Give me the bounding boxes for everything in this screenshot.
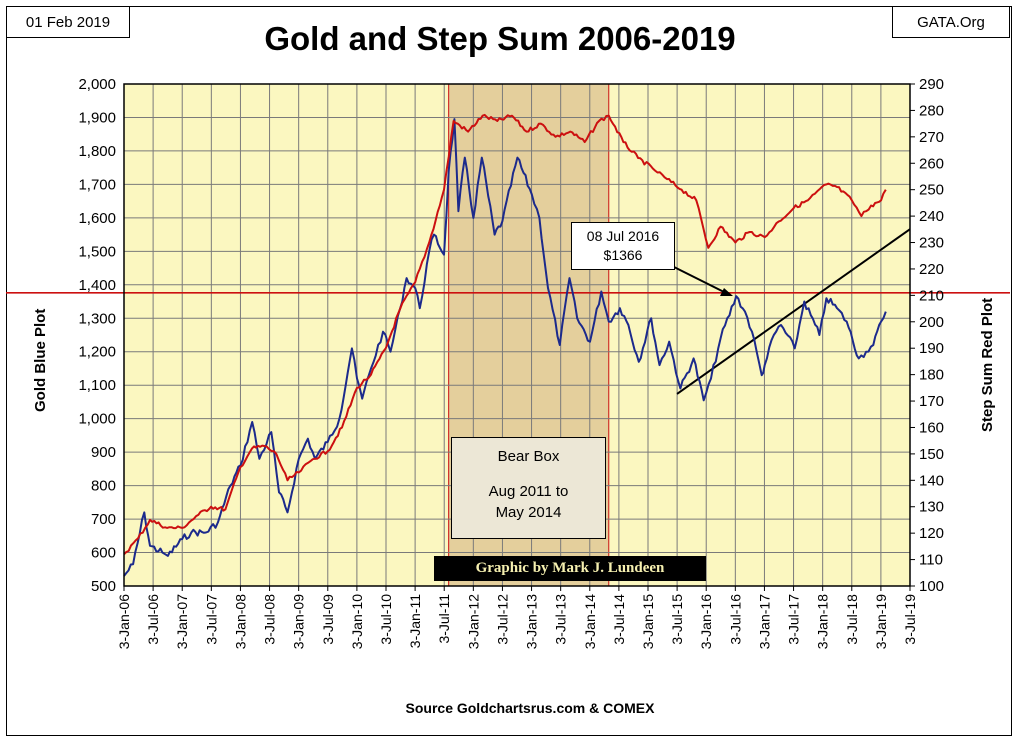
- x-tick-label: 3-Jul-07: [203, 594, 219, 645]
- x-tick-label: 3-Jan-10: [349, 594, 365, 649]
- y-tick-label-left: 1,200: [78, 344, 116, 361]
- y-tick-label-left: 1,800: [78, 143, 116, 160]
- y-tick-label-right: 250: [919, 182, 944, 199]
- y-tick-label-right: 200: [919, 314, 944, 331]
- x-tick-label: 3-Jul-08: [262, 594, 278, 645]
- y-tick-label-left: 700: [91, 511, 116, 528]
- y-tick-label-right: 190: [919, 340, 944, 357]
- callout-price: $1366: [603, 247, 643, 263]
- x-tick-label: 3-Jan-11: [407, 594, 423, 648]
- y-tick-label-right: 240: [919, 208, 944, 225]
- y-tick-label-left: 1,100: [78, 377, 116, 394]
- y-tick-label-right: 150: [919, 446, 944, 463]
- y-tick-label-left: 1,400: [78, 277, 116, 294]
- y-tick-label-right: 280: [919, 102, 944, 119]
- axis-ticks: 500 600 700 800 900 1,000 1,100 1,200 1,300 1,400…: [78, 76, 944, 649]
- x-tick-label: 3-Jul-10: [378, 594, 394, 645]
- x-tick-label: 3-Jan-09: [291, 594, 307, 649]
- callout-arrowhead: [720, 288, 733, 296]
- grid-lines: [123, 83, 911, 587]
- series-layer: [123, 113, 887, 577]
- series-line-step-sum: [123, 113, 887, 556]
- y-tick-label-left: 900: [91, 444, 116, 461]
- bear-box-label: Bear Box Aug 2011 to May 2014: [451, 437, 606, 539]
- x-tick-label: 3-Jul-12: [494, 594, 510, 645]
- x-tick-label: 3-Jan-14: [582, 594, 598, 649]
- y-axis-label-left: Gold Blue Plot: [32, 308, 49, 412]
- x-tick-label: 3-Jan-16: [698, 594, 714, 649]
- x-tick-label: 3-Jan-08: [232, 594, 248, 649]
- x-tick-label: 3-Jul-19: [902, 594, 918, 645]
- bear-box-range: Aug 2011 to May 2014: [488, 483, 569, 521]
- x-tick-label: 3-Jul-17: [786, 594, 802, 645]
- y-tick-label-right: 110: [919, 552, 943, 569]
- x-tick-label: 3-Jan-12: [465, 594, 481, 649]
- x-tick-label: 3-Jan-15: [640, 594, 656, 649]
- series-line-gold: [123, 118, 887, 577]
- y-tick-label-left: 1,700: [78, 176, 116, 193]
- x-tick-label: 3-Jan-19: [873, 594, 889, 649]
- site-label: GATA.Org: [892, 6, 1010, 38]
- y-tick-label-left: 1,500: [78, 243, 116, 260]
- y-tick-label-right: 100: [919, 578, 944, 595]
- source-note: Source Goldchartsrus.com & COMEX: [405, 700, 655, 716]
- x-tick-label: 3-Jan-06: [116, 594, 132, 649]
- y-tick-label-left: 1,600: [78, 210, 116, 227]
- y-tick-label-right: 140: [919, 472, 944, 489]
- y-tick-label-left: 1,300: [78, 310, 116, 327]
- callout-box: 08 Jul 2016 $1366: [571, 222, 675, 270]
- x-tick-label: 3-Jul-13: [553, 594, 569, 645]
- date-label: 01 Feb 2019: [6, 6, 130, 38]
- x-tick-label: 3-Jan-13: [524, 594, 540, 649]
- callout-date: 08 Jul 2016: [586, 228, 660, 244]
- plot-border: [123, 83, 911, 587]
- x-tick-label: 3-Jul-06: [145, 594, 161, 645]
- y-tick-label-left: 500: [91, 578, 116, 595]
- y-tick-label-right: 120: [919, 525, 944, 542]
- y-tick-label-right: 130: [919, 499, 944, 516]
- x-tick-label: 3-Jul-16: [727, 594, 743, 645]
- bear-box-title: Bear Box: [497, 448, 560, 465]
- x-tick-label: 3-Jul-09: [320, 594, 336, 645]
- y-tick-label-left: 600: [91, 545, 116, 562]
- x-tick-label: 3-Jul-11: [436, 594, 452, 644]
- x-tick-label: 3-Jan-07: [174, 594, 190, 649]
- y-tick-label-right: 290: [919, 76, 944, 93]
- y-tick-label-right: 230: [919, 235, 944, 252]
- x-tick-label: 3-Jan-18: [815, 594, 831, 649]
- x-tick-label: 3-Jul-15: [669, 594, 685, 645]
- x-tick-label: 3-Jan-17: [756, 594, 772, 649]
- y-tick-label-left: 1,900: [78, 109, 116, 126]
- y-axis-label-right: Step Sum Red Plot: [979, 297, 996, 432]
- graphic-credit: Graphic by Mark J. Lundeen: [434, 556, 706, 581]
- y-tick-label-right: 180: [919, 367, 944, 384]
- trend-line: [676, 228, 911, 395]
- x-tick-label: 3-Jul-18: [844, 594, 860, 645]
- x-tick-label: 3-Jul-14: [611, 594, 627, 645]
- y-tick-label-left: 800: [91, 478, 116, 495]
- y-tick-label-left: 2,000: [78, 76, 116, 93]
- y-tick-label-right: 260: [919, 155, 944, 172]
- y-tick-label-right: 160: [919, 419, 944, 436]
- y-tick-label-right: 270: [919, 129, 944, 146]
- y-tick-label-right: 210: [919, 287, 944, 304]
- y-tick-label-right: 170: [919, 393, 944, 410]
- y-tick-label-right: 220: [919, 261, 944, 278]
- y-tick-label-left: 1,000: [78, 411, 116, 428]
- callout-arrow: [671, 265, 729, 295]
- chart-title: Gold and Step Sum 2006-2019: [264, 20, 736, 57]
